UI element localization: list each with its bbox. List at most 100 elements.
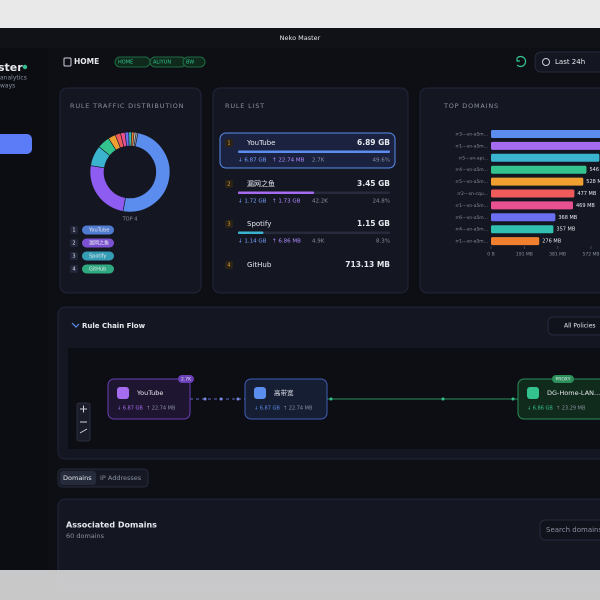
rank: 3 [227,222,230,228]
bar [491,130,600,138]
top-label: TOP 4 [122,217,138,223]
x-tick-label: 572 MB [583,252,600,258]
legend-label: Spotify [89,254,106,260]
data-label: 357 MB [556,227,575,233]
legend-pill [82,251,114,261]
legend-label: YouTube [88,228,109,234]
filter-button[interactable] [547,316,600,336]
bar [491,213,556,222]
chip-label: HOME [118,60,133,66]
rank: 1 [72,228,75,234]
rank-box [70,252,78,260]
edge-dot [329,397,333,401]
bar [491,177,584,186]
nav-active[interactable] [0,134,32,154]
connections: 2.7K [312,158,325,164]
node-icon [254,387,266,399]
rank: 4 [227,263,230,269]
rank: 2 [227,182,230,188]
data-label: 546 MB [589,167,600,173]
data-label: 528 MB [586,179,600,185]
card [59,87,202,294]
node-upload: ↑ 22.74 MB [283,406,313,412]
rule-name: Spotify [247,220,271,228]
node-download: ↓ 6.87 GB [117,406,143,412]
edge-dot [203,397,207,401]
x-tick-label: 0 B [487,252,494,258]
time-range-button[interactable] [534,51,600,73]
rule-total: 3.45 GB [357,179,390,188]
share: 49.6% [373,158,390,164]
legend-pill [82,238,114,248]
legend-pill [82,264,114,274]
zoom-icons[interactable] [79,405,88,434]
panel-title: Associated Domains [66,521,157,530]
window-title: Neko Master [280,34,321,42]
progress-track [238,231,390,234]
progress-bar [238,191,314,194]
edge-dot [511,397,515,401]
bar [491,237,540,246]
tab[interactable]: IP Addresses [100,474,142,482]
rule-name: YouTube [246,139,275,147]
card-title: RULE LIST [225,102,265,110]
backend-select[interactable]: HOME [74,57,99,66]
brand-subtitle: ways [0,83,15,90]
sidebar [0,48,48,578]
card-title: TOP DOMAINS [443,102,499,110]
brand: ster [0,61,23,74]
rank-box [225,180,233,188]
time-range[interactable]: Last 24h [555,58,585,66]
y-tick-label: rr3---sn-a5m... [456,132,488,138]
badge-label: 2.7K [181,377,192,383]
node-badge [178,375,194,383]
y-tick-label: rr5---sn-a5m... [456,179,488,185]
rank: 1 [227,141,230,147]
rank-box [70,265,78,273]
edge-dot [236,397,240,401]
node-badge [552,375,574,383]
rank: 3 [72,254,75,260]
tab-active[interactable] [60,471,96,485]
rank-box [225,220,233,228]
data-label: 368 MB [558,215,577,221]
bar [491,201,573,210]
node-icon [527,387,539,399]
progress-bar [238,150,390,153]
badge-label: PROXY [556,377,571,383]
data-label: 477 MB [577,191,596,197]
rule-name: GitHub [247,261,272,269]
refresh-icon[interactable] [516,55,527,68]
y-tick-label: rr5---sn-api... [459,155,488,161]
rule-name: 漏网之鱼 [247,179,275,188]
y-tick-label: rr1---sn-a5m... [456,143,488,149]
download: ↓ 1.14 GB [238,238,267,245]
clock-icon [542,58,550,66]
chip[interactable] [182,56,206,68]
upload: ↑ 1.73 GB [272,198,301,205]
filter[interactable]: All Policies [564,323,596,330]
panel-count: 60 domains [66,532,105,540]
bar [491,153,600,162]
download: ↓ 1.72 GB [238,198,267,205]
server-icon [63,57,72,67]
rule-total: 713.13 MB [345,260,390,269]
node-upload: ↑ 23.29 MB [556,406,586,412]
donut-slice [133,132,139,147]
brand-subtitle: analytics [0,75,27,82]
search-placeholder[interactable]: Search domains [546,526,600,534]
node-upload: ↑ 22.74 MB [146,406,176,412]
status-dot [22,64,28,70]
donut-slice [122,132,171,213]
rank-box [70,239,78,247]
node-label: DG-Home-LAN... [547,389,600,397]
rule-total: 1.15 GB [357,219,390,228]
rank-box [70,226,78,234]
edge-dot [219,397,223,401]
tab[interactable]: Domains [63,474,92,482]
titlebar [0,28,600,48]
search-input[interactable] [539,519,600,541]
node-download: ↓ 6.86 GB [527,406,553,412]
x-tick-label: 191 MB [516,252,533,258]
